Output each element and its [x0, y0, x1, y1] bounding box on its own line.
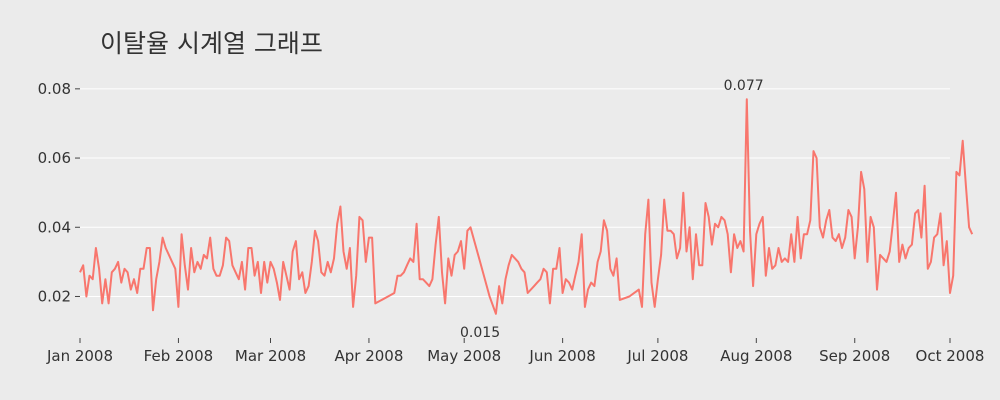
x-tick-label: Jun 2008 — [528, 347, 595, 365]
series-line — [79, 98, 974, 315]
x-tick-label: Feb 2008 — [144, 347, 214, 365]
data-label: 0.077 — [724, 78, 764, 94]
x-tick-label: Sep 2008 — [819, 347, 890, 365]
x-tick-label: Jan 2008 — [46, 347, 113, 365]
x-tick-label: Apr 2008 — [334, 347, 403, 365]
x-tick-label: Jul 2008 — [626, 347, 688, 365]
y-tick-label: 0.04 — [38, 218, 71, 236]
y-tick-label: 0.08 — [38, 80, 71, 98]
x-tick-label: May 2008 — [427, 347, 501, 365]
chart-title: 이탈율 시계열 그래프 — [100, 29, 323, 58]
y-tick-label: 0.02 — [38, 287, 71, 305]
x-tick-label: Mar 2008 — [235, 347, 306, 365]
x-tick-label: Oct 2008 — [916, 347, 985, 365]
x-tick-label: Aug 2008 — [720, 347, 792, 365]
y-tick-label: 0.06 — [38, 149, 71, 167]
data-label: 0.015 — [460, 325, 500, 341]
